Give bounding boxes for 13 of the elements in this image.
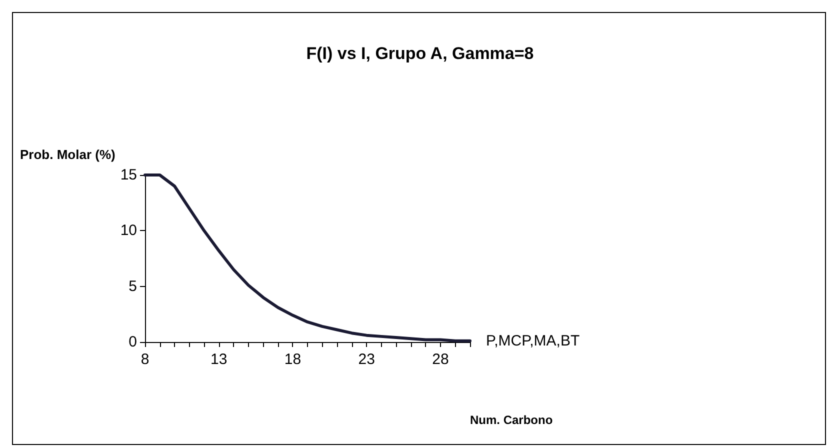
x-tick-label: 13 bbox=[210, 351, 228, 368]
x-axis-title: Num. Carbono bbox=[470, 413, 553, 427]
y-axis-title: Prob. Molar (%) bbox=[20, 147, 116, 162]
y-tick-label: 15 bbox=[120, 166, 137, 184]
x-tick-label: 18 bbox=[284, 351, 302, 368]
x-tick-label: 8 bbox=[140, 351, 150, 368]
y-tick-label: 10 bbox=[120, 222, 137, 240]
x-tick-label: 28 bbox=[432, 351, 449, 368]
x-tick-label: 23 bbox=[358, 351, 375, 368]
y-tick-label: 0 bbox=[128, 334, 137, 350]
y-tick-label: 5 bbox=[128, 278, 137, 295]
chart-title: F(I) vs I, Grupo A, Gamma=8 bbox=[306, 44, 534, 63]
series-label: P,MCP,MA,BT bbox=[486, 332, 580, 350]
